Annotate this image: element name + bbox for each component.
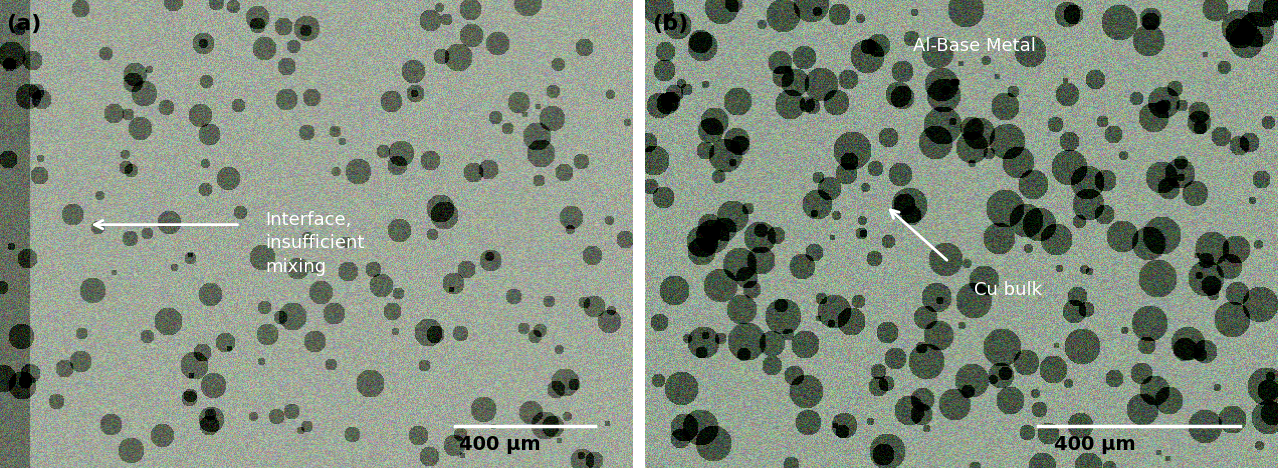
Text: (a): (a) (6, 14, 42, 34)
Text: (b): (b) (652, 14, 688, 34)
Text: 400 μm: 400 μm (1054, 435, 1135, 454)
Text: Interface,
insufficient
mixing: Interface, insufficient mixing (266, 211, 366, 276)
Text: 400 μm: 400 μm (459, 435, 541, 454)
Text: Cu bulk: Cu bulk (974, 281, 1043, 299)
Text: Al-Base Metal: Al-Base Metal (912, 37, 1035, 55)
